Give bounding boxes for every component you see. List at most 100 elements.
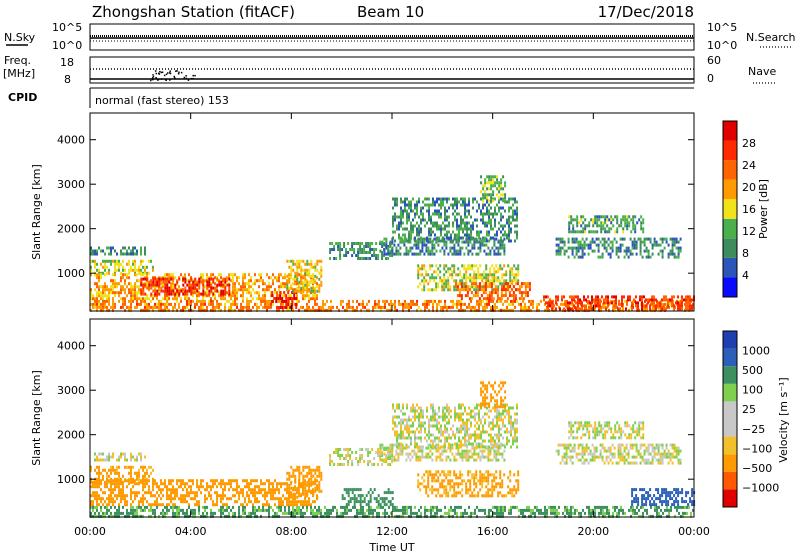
heatmap-cell <box>112 468 114 472</box>
heatmap-cell <box>182 479 184 483</box>
heatmap-cell <box>459 246 462 250</box>
heatmap-cell <box>632 224 635 228</box>
heatmap-cell <box>256 291 258 295</box>
heatmap-cell <box>462 203 464 207</box>
heatmap-cell <box>112 482 114 486</box>
heatmap-cell <box>102 302 104 306</box>
heatmap-cell <box>404 209 406 213</box>
heatmap-cell <box>130 252 132 256</box>
heatmap-cell <box>638 508 640 512</box>
heatmap-cell <box>421 279 424 283</box>
heatmap-cell <box>312 286 315 290</box>
heatmap-cell <box>595 295 597 299</box>
heatmap-cell <box>156 285 158 289</box>
heatmap-cell <box>517 264 520 268</box>
heatmap-cell <box>364 514 366 518</box>
heatmap-cell <box>454 282 457 286</box>
heatmap-cell <box>248 308 250 312</box>
heatmap-cell <box>326 508 328 512</box>
heatmap-cell <box>102 291 104 295</box>
heatmap-cell <box>464 511 466 515</box>
heatmap-cell <box>98 458 100 462</box>
heatmap-cell <box>469 276 472 280</box>
heatmap-cell <box>653 304 655 308</box>
heatmap-cell <box>502 239 504 243</box>
heatmap-cell <box>430 230 432 234</box>
heatmap-cell <box>641 240 644 244</box>
heatmap-cell <box>144 471 146 475</box>
heatmap-cell <box>639 246 642 250</box>
heatmap-cell <box>106 271 108 275</box>
heatmap-cell <box>490 206 492 210</box>
heatmap-cell <box>104 282 106 286</box>
heatmap-cell <box>316 514 318 518</box>
heatmap-cell <box>456 212 458 216</box>
heatmap-cell <box>124 497 126 501</box>
heatmap-cell <box>508 294 511 298</box>
heatmap-cell <box>515 282 518 286</box>
heatmap-cell <box>418 215 420 219</box>
heatmap-cell <box>353 251 356 254</box>
heatmap-cell <box>432 197 434 201</box>
heatmap-cell <box>561 295 563 299</box>
heatmap-cell <box>482 285 485 289</box>
heatmap-cell <box>575 237 578 241</box>
heatmap-cell <box>679 246 682 250</box>
heatmap-cell <box>280 282 282 286</box>
heatmap-cell <box>136 279 138 283</box>
heatmap-cell <box>446 218 448 222</box>
heatmap-cell <box>182 511 184 515</box>
heatmap-cell <box>285 300 288 303</box>
heatmap-cell <box>130 491 132 495</box>
heatmap-cell <box>438 508 440 512</box>
heatmap-cell <box>462 197 464 201</box>
heatmap-cell <box>464 200 466 204</box>
heatmap-cell <box>122 252 124 256</box>
heatmap-cell <box>98 494 100 498</box>
heatmap-cell <box>600 230 603 234</box>
heatmap-cell <box>509 279 512 283</box>
heatmap-cell <box>515 267 518 271</box>
freq-dot <box>156 79 159 81</box>
heatmap-cell <box>166 286 169 290</box>
heatmap-cell <box>258 491 260 495</box>
heatmap-cell <box>392 236 394 240</box>
heatmap-cell <box>590 511 592 515</box>
heatmap-cell <box>306 271 309 275</box>
heatmap-cell <box>226 276 228 280</box>
heatmap-cell <box>629 249 632 253</box>
heatmap-cell <box>502 187 505 191</box>
heatmap-cell <box>581 243 584 247</box>
heatmap-cell <box>96 471 98 475</box>
heatmap-cell <box>572 505 574 509</box>
heatmap-cell <box>484 203 486 207</box>
heatmap-cell <box>222 283 225 287</box>
heatmap-cell <box>268 503 270 507</box>
colorbar-tick-label: 4 <box>742 269 749 282</box>
heatmap-cell <box>262 279 264 283</box>
heatmap-cell <box>571 295 573 299</box>
heatmap-cell <box>104 485 106 489</box>
heatmap-cell <box>270 305 272 309</box>
heatmap-cell <box>503 282 506 286</box>
heatmap-cell <box>480 294 483 298</box>
heatmap-cell <box>417 273 420 277</box>
heatmap-cell <box>584 224 587 228</box>
heatmap-cell <box>222 297 224 301</box>
heatmap-cell <box>114 511 116 515</box>
heatmap-cell <box>280 505 282 509</box>
heatmap-cell <box>488 193 491 197</box>
heatmap-cell <box>481 279 484 283</box>
heatmap-cell <box>490 193 493 197</box>
heatmap-cell <box>567 240 570 244</box>
heatmap-cell <box>186 289 189 293</box>
heatmap-cell <box>592 230 595 234</box>
heatmap-cell <box>108 480 110 484</box>
heatmap-cell <box>279 294 282 297</box>
heatmap-cell <box>254 279 256 283</box>
heatmap-cell <box>563 307 565 311</box>
heatmap-cell <box>584 227 587 231</box>
heatmap-cell <box>268 511 270 515</box>
heatmap-cell <box>220 292 223 296</box>
heatmap-cell <box>423 279 426 283</box>
